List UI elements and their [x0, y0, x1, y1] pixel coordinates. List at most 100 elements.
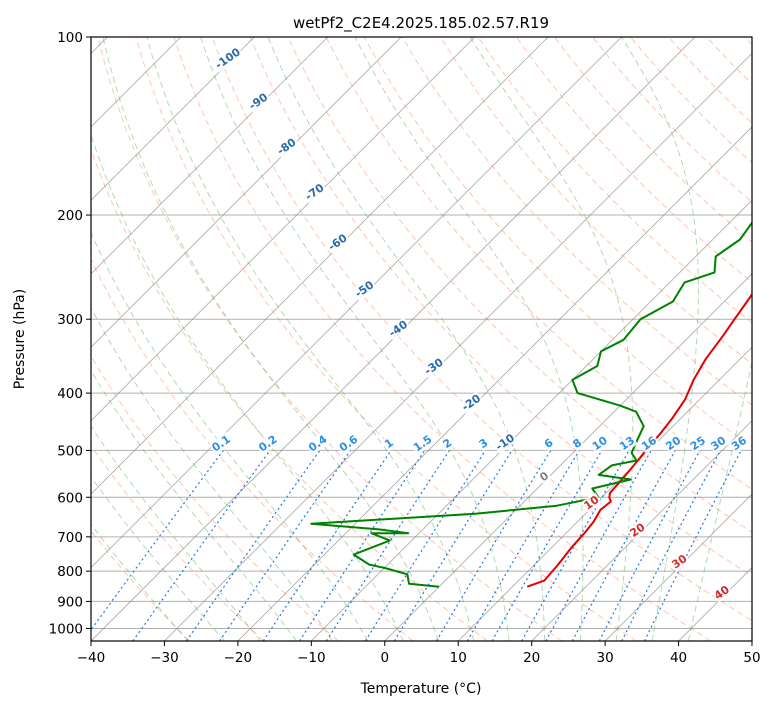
isotherm-line — [91, 37, 622, 569]
moist-adiabat-line — [91, 306, 333, 641]
moist-adiabat-line — [354, 37, 584, 641]
mixing-ratio-line — [598, 450, 701, 641]
y-tick-label: 1000 — [49, 621, 83, 637]
moist-adiabat-label-background — [245, 89, 272, 114]
y-tick-label: 100 — [57, 30, 83, 46]
dewpoint-profile-line — [310, 221, 752, 588]
dry-adiabat-label-background — [580, 492, 603, 514]
x-tick-label: 20 — [523, 650, 540, 666]
y-axis: 100 200 300 400 500 600 700 800 900 1000 — [49, 30, 91, 637]
moist-adiabat-line — [687, 360, 752, 641]
moist-adiabat-line — [620, 37, 699, 641]
dry-adiabat-label-background — [711, 582, 734, 604]
moist-adiabat-label-background — [325, 230, 351, 255]
mixing-ratio-label-background — [616, 433, 638, 454]
moist-adiabat-label-background — [385, 317, 412, 341]
mixing-ratio-label-background — [638, 433, 661, 454]
chart-title: wetPf2_C2E4.2025.185.02.57.R19 — [293, 14, 549, 33]
mixing-ratio-line — [364, 450, 487, 641]
mixing-ratio-label-background — [475, 435, 492, 452]
dry-adiabat-label-background — [626, 519, 649, 541]
plot-area: 0.10.20.40.611.52346810131620253036-100-… — [91, 37, 752, 641]
mixing-ratio-label-background — [439, 435, 456, 452]
mixing-ratio-label-background — [410, 432, 436, 456]
moist-adiabat-line — [267, 37, 546, 641]
mixing-ratio-line — [643, 450, 742, 641]
isotherm-line — [91, 37, 402, 348]
mixing-ratio-line — [491, 450, 603, 641]
isotherm-line — [531, 420, 752, 641]
x-axis: −40 −30 −20 −10 0 10 20 30 40 50 — [77, 641, 761, 666]
y-tick-label: 900 — [57, 594, 83, 610]
isotherm-line — [604, 493, 752, 641]
y-tick-label: 700 — [57, 530, 83, 546]
isotherm-line — [237, 126, 752, 641]
mixing-ratio-label-background — [305, 431, 331, 456]
isotherm-line — [91, 37, 475, 422]
mixing-ratio-label-background — [208, 432, 234, 456]
moist-adiabat-line — [91, 523, 189, 641]
mixing-ratio-label-background — [589, 433, 611, 454]
x-tick-label: 40 — [670, 650, 687, 666]
moist-adiabat-label-background — [421, 354, 447, 379]
moist-adiabat-line — [146, 37, 475, 641]
dry-adiabat-line — [287, 37, 752, 534]
mixing-ratio-label-background — [336, 431, 362, 456]
moist-adiabat-label-background — [301, 180, 328, 204]
dry-adiabat-line — [363, 37, 752, 448]
isotherm-line — [384, 273, 752, 641]
mixing-ratio-line — [91, 450, 224, 631]
mixing-ratio-label-background — [728, 433, 751, 454]
mixing-ratio-line — [466, 450, 580, 641]
temperature-profile-line — [526, 292, 752, 588]
mixing-ratio-label-background — [541, 435, 557, 452]
mixing-ratio-label-background — [255, 432, 281, 456]
mixing-ratio-line — [393, 450, 513, 641]
isotherm-line — [311, 199, 752, 641]
moist-adiabat-label-background — [212, 44, 244, 73]
isotherm-line — [91, 37, 549, 495]
mixing-ratio-label-background — [662, 433, 685, 454]
x-tick-label: −40 — [77, 650, 106, 666]
dry-adiabat-line — [91, 444, 265, 641]
y-tick-label: 200 — [57, 208, 83, 224]
y-tick-label: 800 — [57, 564, 83, 580]
moist-adiabat-label-background — [351, 277, 378, 301]
y-tick-label: 300 — [57, 312, 83, 328]
dry-adiabat-line — [135, 37, 637, 641]
x-tick-label: 30 — [597, 650, 614, 666]
moist-adiabat-line — [91, 369, 297, 641]
plot-frame — [90, 36, 753, 642]
moist-adiabat-line — [102, 37, 439, 641]
dry-adiabat-line — [325, 37, 752, 490]
mixing-ratio-line — [571, 450, 676, 641]
x-tick-label: 10 — [450, 650, 467, 666]
isotherm-line — [164, 52, 752, 641]
moist-adiabat-label-background — [492, 430, 519, 454]
y-axis-label: Pressure (hPa) — [12, 289, 28, 389]
moist-adiabat-label-background — [273, 134, 300, 159]
y-tick-label: 400 — [57, 386, 83, 402]
x-tick-label: 50 — [743, 650, 760, 666]
mixing-ratio-label-background — [687, 433, 709, 454]
dry-adiabat-line — [91, 258, 414, 641]
mixing-ratio-line — [545, 450, 652, 641]
dry-adiabat-line — [97, 37, 563, 641]
moist-adiabat-label-background — [458, 390, 485, 415]
y-tick-label: 500 — [57, 443, 83, 459]
dry-adiabat-line — [211, 37, 752, 622]
mixing-ratio-label-background — [381, 435, 397, 452]
mixing-ratio-label-background — [569, 435, 585, 452]
x-tick-label: −30 — [150, 650, 179, 666]
mixing-ratio-line — [435, 450, 552, 641]
isotherm-line — [457, 346, 752, 641]
moist-adiabat-line — [200, 37, 510, 641]
mixing-ratio-line — [521, 450, 630, 641]
moist-adiabat-line — [91, 133, 404, 641]
x-axis-label: Temperature (°C) — [360, 681, 482, 697]
moist-adiabat-line — [91, 425, 262, 641]
moist-adiabat-line — [91, 231, 369, 641]
moist-adiabat-line — [91, 475, 225, 641]
dry-adiabat-line — [173, 37, 712, 641]
